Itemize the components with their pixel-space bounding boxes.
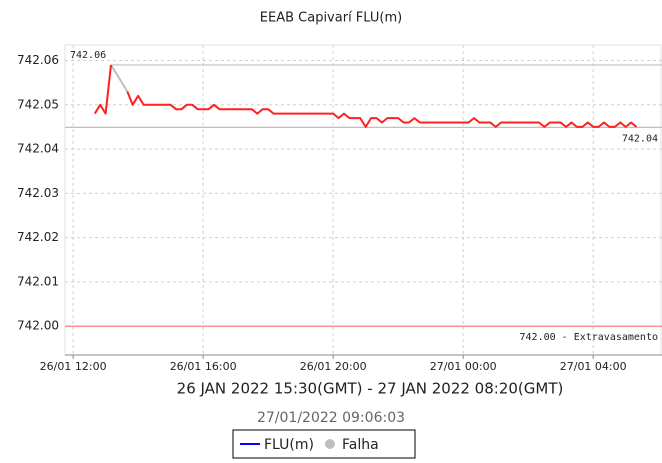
x-tick-label: 27/01 04:00 [560,360,627,373]
plot-area [64,44,662,356]
annotation: 742.06 [70,50,106,61]
series-line [110,64,129,93]
y-tick-label: 742.01 [17,274,59,288]
subtitle: 26 JAN 2022 15:30(GMT) - 27 JAN 2022 08:… [177,380,564,398]
legend-swatch [324,439,335,449]
annotation: 742.04 [622,133,658,144]
y-tick-label: 742.04 [17,142,59,156]
annotation: 742.00 - Extravasamento [520,332,658,343]
x-tick-label: 26/01 20:00 [300,360,367,373]
y-tick-label: 742.05 [17,97,59,111]
series-line [93,64,638,128]
x-tick-label: 26/01 12:00 [40,360,107,373]
y-tick-label: 742.03 [17,186,59,200]
timestamp: 27/01/2022 09:06:03 [257,410,405,426]
x-tick-label: 27/01 00:00 [430,360,497,373]
y-tick-label: 742.00 [17,319,59,333]
legend-label: Falha [342,437,379,453]
y-tick-label: 742.02 [17,230,59,244]
legend-label: FLU(m) [264,437,314,453]
chart-title: EEAB Capivarí FLU(m) [260,11,402,26]
legend-box [232,429,416,459]
x-tick-label: 26/01 16:00 [170,360,237,373]
y-tick-label: 742.06 [17,53,59,67]
